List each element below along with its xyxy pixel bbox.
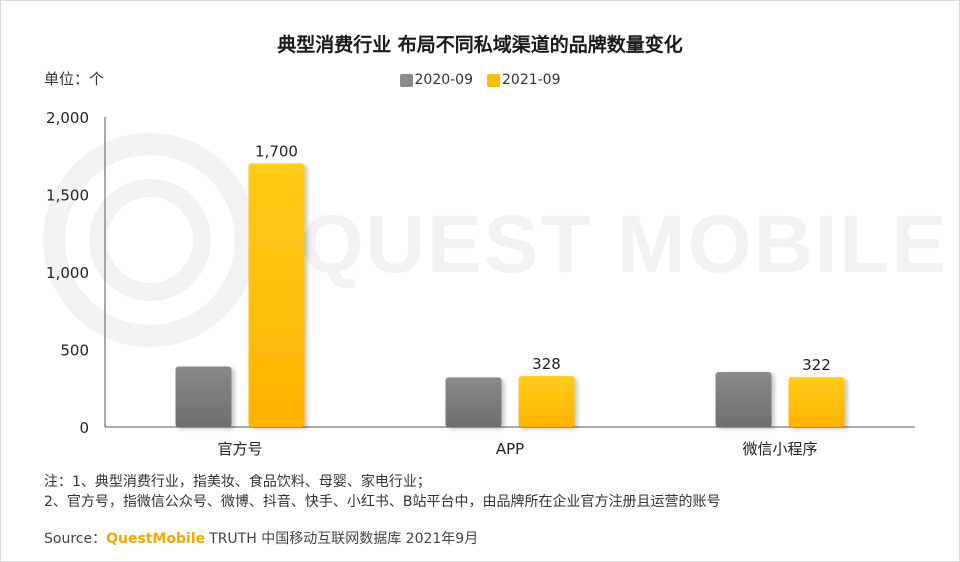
- legend-item-2020: 2020-09: [399, 72, 474, 88]
- footnote-1: 注：1、典型消费行业，指美妆、食品饮料、母婴、家电行业；: [44, 474, 431, 490]
- bar-2021: [248, 163, 305, 427]
- y-tick-label: 2,000: [46, 109, 89, 127]
- legend: 2020-09 2021-09: [0, 72, 960, 88]
- y-tick-label: 500: [60, 342, 89, 360]
- y-tick-label: 1,500: [46, 187, 89, 205]
- data-label: 1,700: [255, 143, 298, 161]
- bar-2020: [175, 366, 232, 427]
- source-line: Source： QuestMobile TRUTH 中国移动互联网数据库 202…: [44, 528, 478, 548]
- x-tick-label: APP: [496, 440, 524, 458]
- legend-item-2021: 2021-09: [487, 72, 561, 88]
- legend-label-2021: 2021-09: [502, 72, 561, 88]
- footnotes: 注：1、典型消费行业，指美妆、食品饮料、母婴、家电行业； 2、官方号，指微信公众…: [44, 472, 721, 512]
- watermark-logo-icon: [43, 133, 257, 347]
- legend-swatch-2021: [487, 73, 500, 87]
- source-brand: QuestMobile: [106, 531, 206, 547]
- legend-label-2020: 2020-09: [414, 72, 474, 88]
- chart-title: 典型消费行业 布局不同私域渠道的品牌数量变化: [277, 34, 683, 56]
- watermark-text: QUEST MOBILE: [300, 199, 948, 290]
- source-text: TRUTH 中国移动互联网数据库 2021年9月: [209, 531, 479, 547]
- source-label: Source：: [44, 531, 107, 547]
- x-tick-label: 微信小程序: [742, 440, 817, 458]
- footnote-2: 2、官方号，指微信公众号、微博、抖音、快手、小红书、B站平台中，由品牌所在企业官…: [44, 494, 721, 510]
- bar-2021: [518, 376, 575, 427]
- legend-swatch-2020: [399, 73, 413, 87]
- data-label: 328: [532, 355, 561, 373]
- bar-2020: [715, 371, 772, 427]
- bar-2020: [445, 377, 502, 427]
- y-tick-label: 0: [79, 419, 89, 437]
- data-label: 322: [802, 356, 831, 374]
- y-tick-label: 1,000: [46, 264, 89, 282]
- unit-label: 单位：个: [44, 70, 105, 88]
- bar-2021: [788, 377, 845, 427]
- x-tick-label: 官方号: [217, 440, 262, 458]
